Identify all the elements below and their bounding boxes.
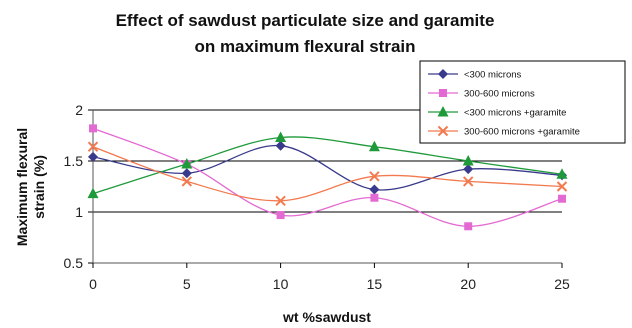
series-1-point-5	[558, 194, 566, 203]
series-1-point-3	[370, 193, 379, 202]
x-tick-label-0: 0	[89, 276, 97, 292]
series-0-point-0	[88, 151, 98, 162]
x-tick-label-2: 10	[273, 276, 289, 292]
x-tick-label-3: 15	[367, 276, 383, 292]
legend-label-1: 300-600 microns	[464, 89, 535, 100]
legend: <300 microns 300-600 microns <300 microns …	[419, 60, 626, 144]
y-tick-label-1: 1	[75, 204, 83, 220]
legend-label-2: <300 microns +garamite	[464, 108, 566, 119]
legend-marker-3	[437, 125, 449, 137]
legend-box	[419, 60, 626, 144]
legend-marker-2	[437, 106, 449, 117]
x-axis-title: wt %sawdust	[282, 309, 371, 325]
series-3-point-5	[556, 181, 568, 192]
series-2	[87, 131, 568, 199]
x-tick-label-1: 5	[183, 276, 191, 292]
series-0-point-3	[369, 184, 380, 195]
chart-title-line2: on maximum flexural strain	[194, 37, 415, 56]
series-3-point-4	[462, 176, 474, 187]
x-tick-label-5: 25	[554, 276, 570, 292]
x-tick-label-4: 20	[460, 276, 476, 292]
series-2-point-4	[462, 155, 474, 166]
legend-marker-1	[439, 89, 447, 97]
legend-label-3: 300-600 microns +garamite	[464, 127, 580, 138]
series-line-2	[92, 136, 563, 195]
chart-title-line1: Effect of sawdust particulate size and g…	[116, 11, 495, 30]
series-1-point-4	[464, 222, 473, 231]
legend-marker-0	[438, 69, 448, 79]
y-axis-title-line1: Maximum flexural	[14, 128, 30, 246]
y-tick-label-3: 2	[75, 102, 83, 118]
y-axis-title: Maximum flexural strain (%)	[14, 128, 47, 246]
series-3-point-2	[275, 195, 286, 206]
series-0-point-1	[181, 168, 192, 179]
series-2-point-1	[181, 158, 193, 169]
series-1-point-2	[276, 211, 285, 220]
series-0-point-4	[463, 164, 474, 175]
plot-area: 0.511.520 5 10 15 20 25	[64, 102, 570, 292]
series-2-point-0	[87, 187, 99, 199]
series-line-3	[92, 146, 563, 202]
series-2-point-5	[556, 168, 568, 179]
series-0	[88, 140, 567, 195]
y-axis-title-line2: strain (%)	[31, 155, 47, 219]
series-1-point-0	[89, 124, 97, 133]
series-3-point-1	[181, 176, 193, 187]
series-2-point-3	[368, 140, 380, 152]
legend-label-0: <300 microns	[464, 70, 522, 81]
series-line-0	[92, 145, 563, 191]
series-0-point-2	[275, 140, 286, 151]
series-3	[87, 141, 568, 206]
y-tick-label-0: 0.5	[64, 255, 84, 271]
series-3-point-0	[87, 141, 99, 152]
series-3-point-3	[369, 171, 380, 182]
series-2-point-2	[275, 131, 287, 143]
y-tick-label-2: 1.5	[64, 153, 84, 169]
